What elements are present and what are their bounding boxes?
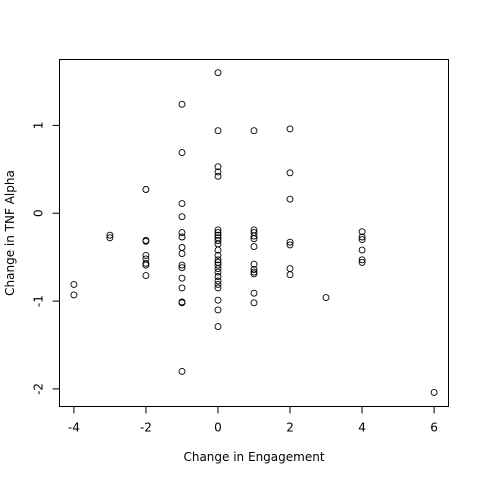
x-tick-label: 0 (214, 421, 222, 435)
y-tick-label: 0 (32, 209, 46, 217)
x-axis-label: Change in Engagement (183, 450, 324, 464)
x-tick-label: 2 (286, 421, 294, 435)
x-tick-label: 4 (358, 421, 366, 435)
x-tick-label: -2 (140, 421, 152, 435)
x-tick-label: 6 (430, 421, 438, 435)
y-tick-label: 1 (32, 122, 46, 130)
y-axis-label: Change in TNF Alpha (3, 170, 17, 296)
y-tick-label: -1 (32, 295, 46, 307)
y-tick-label: -2 (32, 383, 46, 395)
x-tick-label: -4 (68, 421, 80, 435)
